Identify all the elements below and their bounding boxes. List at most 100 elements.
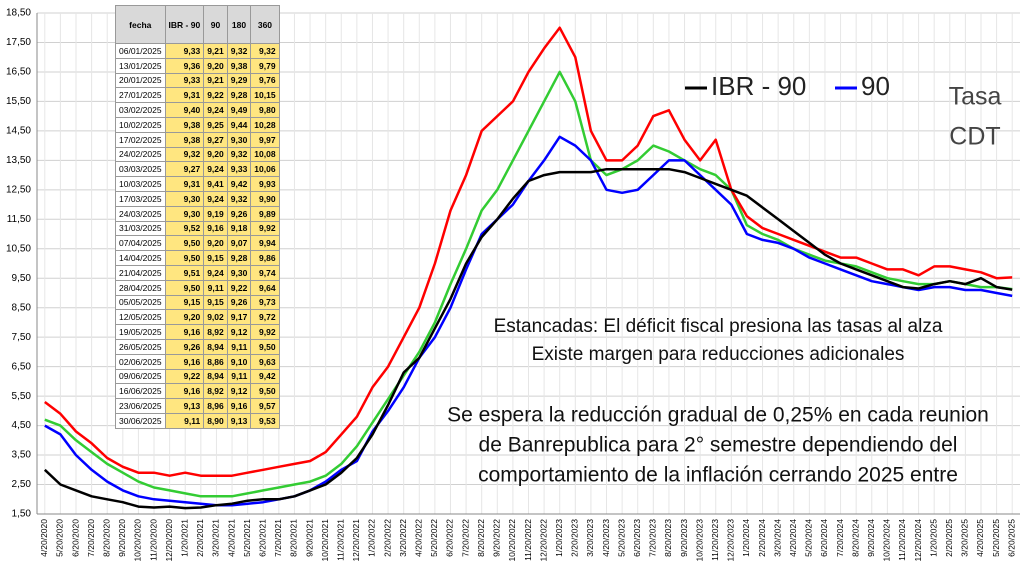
- x-tick-label: 4/20/2021: [226, 519, 236, 557]
- table-cell: 9,26: [226, 294, 252, 311]
- table-cell: 9,24: [203, 264, 228, 281]
- x-tick-label: 3/20/2025: [960, 519, 970, 557]
- table-cell: 9,16: [164, 324, 205, 340]
- table-row: 27/01/2025 9,31 9,22 9,28 10,15: [115, 87, 280, 104]
- x-tick-label: 10/20/2022: [507, 519, 517, 562]
- table-cell: 9,50: [250, 383, 280, 400]
- x-tick-label: 10/20/2021: [320, 519, 330, 562]
- x-tick-label: 8/20/2021: [289, 519, 299, 557]
- table-cell: 9,50: [250, 338, 280, 355]
- series-line: [43, 167, 1013, 510]
- x-tick-label: 6/20/2022: [445, 519, 455, 557]
- table-cell: 9,16: [226, 398, 252, 414]
- table-cell: 9,79: [250, 57, 280, 74]
- x-tick-label: 6/20/2023: [632, 519, 642, 557]
- table-cell: 9,10: [226, 353, 252, 370]
- x-tick-label: 1/20/2024: [741, 519, 751, 557]
- table-cell: 9,16: [164, 353, 205, 370]
- x-tick-label: 7/20/2024: [835, 519, 845, 557]
- table-cell: 9,44: [226, 116, 252, 133]
- table-cell: 9,50: [164, 235, 205, 252]
- x-tick-label: 4/20/2025: [975, 519, 985, 557]
- y-tick-label: 4,50: [12, 420, 32, 431]
- table-cell: 09/06/2025: [115, 368, 166, 385]
- x-tick-label: 5/20/2021: [242, 519, 252, 557]
- table-row: 12/05/2025 9,20 9,02 9,17 9,72: [115, 309, 280, 326]
- table-cell: 9,30: [164, 205, 205, 222]
- table-cell: 9,18: [226, 220, 252, 237]
- table-cell: 9,31: [164, 176, 205, 192]
- table-cell: 8,96: [203, 398, 228, 414]
- series-line: [44, 26, 1013, 477]
- x-tick-label: 5/20/2024: [804, 519, 814, 557]
- table-cell: 9,38: [226, 57, 252, 74]
- table-cell: 9,28: [226, 250, 252, 266]
- table-cell: 9,22: [164, 368, 205, 385]
- x-tick-label: 9/20/2023: [679, 519, 689, 557]
- table-cell: 9,30: [164, 190, 205, 207]
- table-cell: 9,11: [203, 279, 228, 296]
- table-cell: 9,13: [164, 398, 205, 414]
- x-tick-label: 7/20/2023: [648, 519, 658, 557]
- table-cell: 9,21: [203, 43, 228, 59]
- table-cell: 9,76: [250, 72, 280, 89]
- x-tick-label: 9/20/2024: [866, 519, 876, 557]
- table-header-cell: 90: [203, 5, 228, 44]
- table-cell: 9,15: [203, 294, 228, 311]
- y-tick-label: 18,50: [6, 8, 31, 19]
- table-row: 30/06/2025 9,11 8,90 9,13 9,53: [115, 412, 280, 429]
- table-cell: 10/03/2025: [115, 176, 166, 192]
- table-row: 31/03/2025 9,52 9,16 9,18 9,92: [115, 220, 280, 237]
- table-cell: 9,53: [250, 412, 280, 429]
- table-cell: 9,38: [164, 116, 205, 133]
- table-cell: 10/02/2025: [115, 116, 166, 133]
- table-cell: 9,30: [226, 264, 252, 281]
- table-cell: 9,97: [250, 131, 280, 148]
- table-cell: 9,33: [164, 43, 205, 59]
- table-cell: 9,20: [203, 146, 228, 163]
- table-cell: 9,40: [164, 102, 205, 118]
- table-cell: 9,49: [226, 102, 252, 118]
- table-cell: 9,32: [250, 43, 280, 59]
- table-cell: 9,38: [164, 131, 205, 148]
- table-cell: 10,06: [250, 161, 280, 178]
- table-cell: 27/01/2025: [115, 87, 166, 104]
- y-tick-label: 7,50: [12, 332, 32, 343]
- table-cell: 10,15: [250, 87, 280, 104]
- table-cell: 9,89: [250, 205, 280, 222]
- y-tick-label: 15,50: [6, 96, 31, 107]
- table-cell: 28/04/2025: [115, 279, 166, 296]
- table-cell: 9,16: [164, 383, 205, 400]
- table-cell: 9,80: [250, 102, 280, 118]
- y-tick-label: 12,50: [6, 184, 31, 195]
- legend-label: 90: [861, 71, 890, 101]
- table-row: 17/02/2025 9,38 9,27 9,30 9,97: [115, 131, 280, 148]
- x-tick-label: 1/20/2023: [554, 519, 564, 557]
- x-tick-label: 7/20/2022: [460, 519, 470, 557]
- table-cell: 9,24: [203, 102, 228, 118]
- table-cell: 16/06/2025: [115, 383, 166, 400]
- annotation: de Banrepublica para 2° semestre dependi…: [479, 434, 958, 457]
- table-cell: 9,13: [226, 412, 252, 429]
- x-tick-label: 1/20/2022: [367, 519, 377, 557]
- x-tick-label: 12/20/2023: [726, 519, 736, 562]
- y-tick-label: 1,50: [12, 509, 32, 520]
- table-cell: 9,07: [226, 235, 252, 252]
- table-cell: 9,24: [203, 190, 228, 207]
- table-cell: 9,94: [250, 235, 280, 252]
- table-cell: 9,90: [250, 190, 280, 207]
- annotation: Existe margen para reducciones adicional…: [532, 344, 905, 365]
- x-tick-label: 6/20/2025: [1006, 519, 1016, 557]
- table-row: 10/03/2025 9,31 9,41 9,42 9,93: [115, 176, 280, 192]
- table-cell: 30/06/2025: [115, 412, 166, 429]
- table-cell: 07/04/2025: [115, 235, 166, 252]
- table-cell: 19/05/2025: [115, 324, 166, 340]
- x-tick-label: 10/20/2020: [133, 519, 143, 562]
- table-cell: 17/02/2025: [115, 131, 166, 148]
- table-cell: 9,72: [250, 309, 280, 326]
- table-cell: 9,32: [226, 146, 252, 163]
- table-cell: 03/02/2025: [115, 102, 166, 118]
- table-cell: 26/05/2025: [115, 338, 166, 355]
- x-tick-label: 8/20/2022: [476, 519, 486, 557]
- table-cell: 9,33: [226, 161, 252, 178]
